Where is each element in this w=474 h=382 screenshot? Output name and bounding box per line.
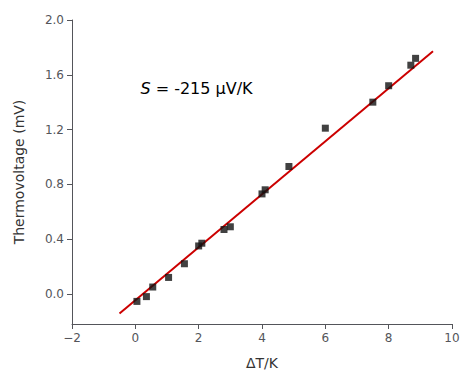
svg-text:2.0: 2.0: [45, 13, 64, 27]
svg-text:10: 10: [444, 331, 459, 345]
svg-text:2: 2: [195, 331, 203, 345]
svg-text:0.0: 0.0: [45, 287, 64, 301]
svg-text:ΔT/K: ΔT/K: [246, 355, 279, 371]
svg-text:1.6: 1.6: [45, 68, 64, 82]
svg-text:0.4: 0.4: [45, 232, 64, 246]
svg-text:−2: −2: [63, 331, 81, 345]
svg-text:0.8: 0.8: [45, 177, 64, 191]
svg-text:0: 0: [132, 331, 140, 345]
svg-text:Thermovoltage (mV): Thermovoltage (mV): [11, 100, 27, 246]
svg-text:8: 8: [385, 331, 393, 345]
svg-text:= -215 μV/K: = -215 μV/K: [151, 79, 253, 98]
svg-text:1.2: 1.2: [45, 123, 64, 137]
svg-text:S: S: [140, 79, 150, 98]
svg-text:4: 4: [258, 331, 266, 345]
svg-text:6: 6: [322, 331, 330, 345]
